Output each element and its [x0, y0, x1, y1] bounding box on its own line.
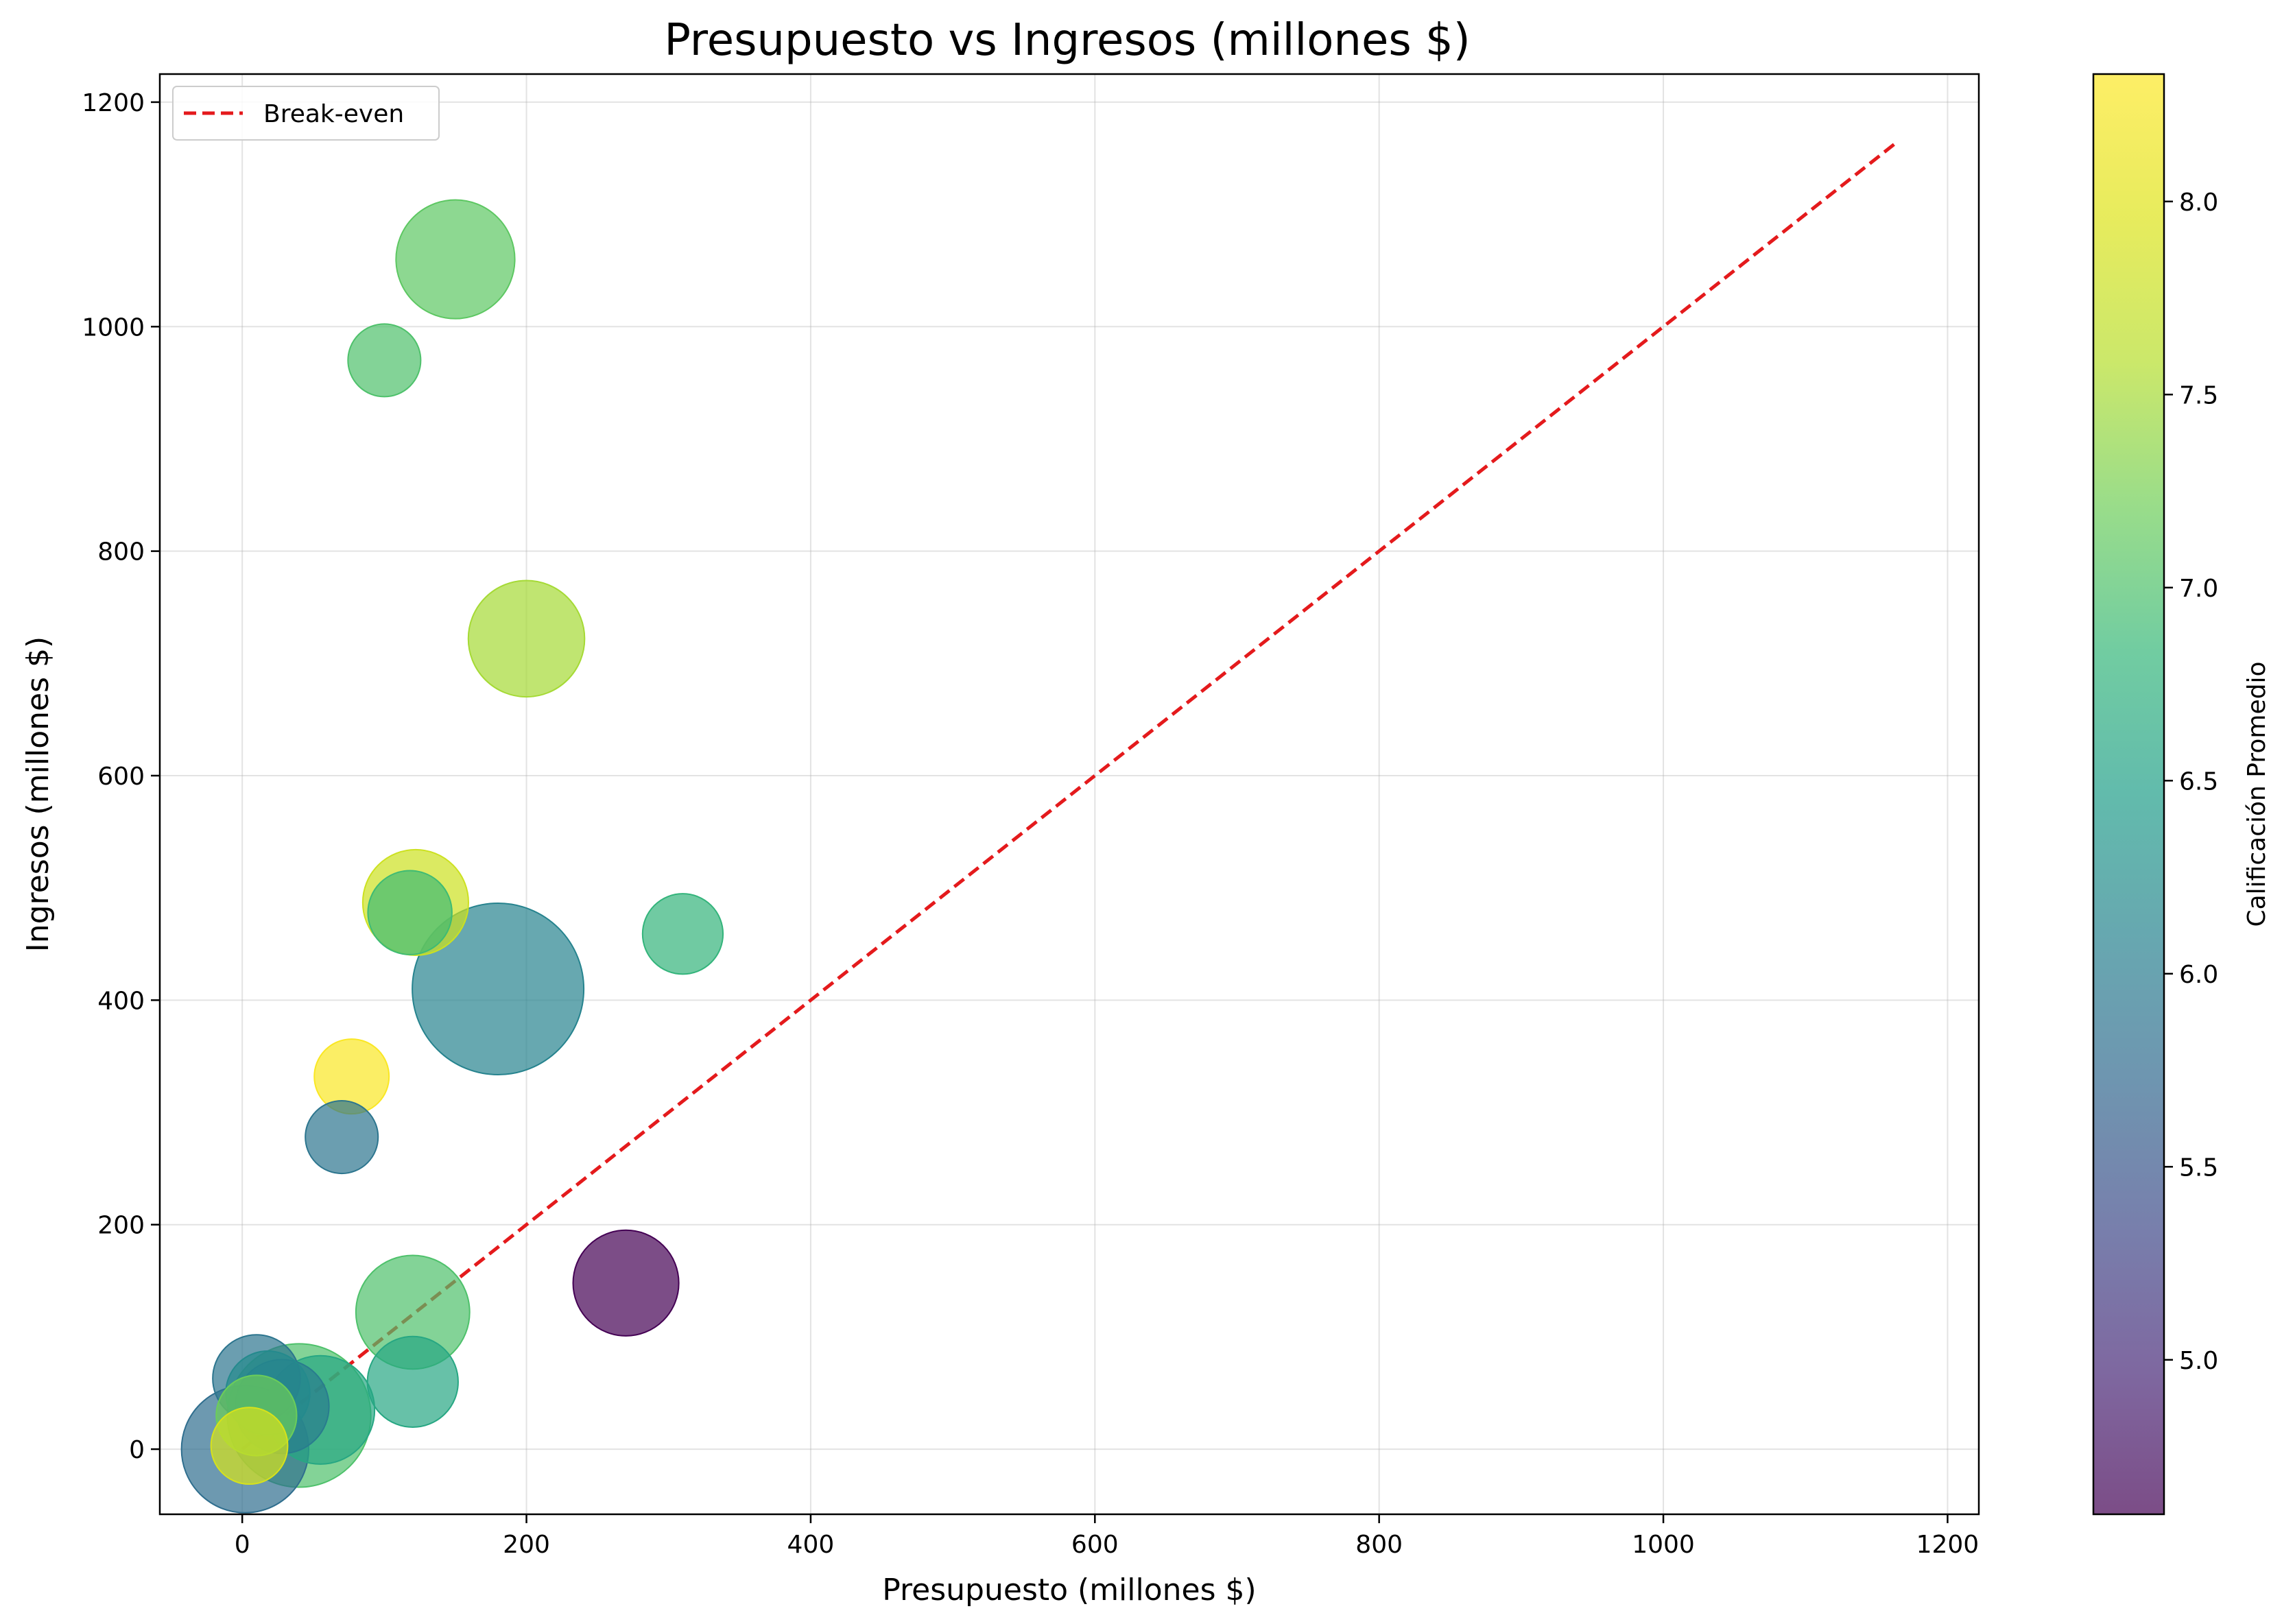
y-axis-label: Ingresos (millones $): [21, 636, 56, 952]
bubble: [572, 1229, 680, 1337]
colorbar: 5.0 5.5 6.0 6.5 7.0 7.5 8.0 Calificación Prome…: [2092, 73, 2271, 1516]
colorbar-tick-label: 7.5: [2179, 381, 2218, 409]
break-even-line: [241, 140, 1899, 1451]
legend-label-break-even: Break-even: [263, 100, 404, 128]
bubbles: [180, 199, 724, 1514]
colorbar-frame: [2092, 73, 2165, 1516]
bubble: [467, 580, 586, 698]
x-axis-label: Presupuesto (millones $): [882, 1573, 1256, 1608]
colorbar-tick-label: 5.5: [2179, 1154, 2218, 1182]
colorbar-tick-label: 7.0: [2179, 575, 2218, 603]
bubble: [412, 902, 585, 1075]
bubble: [305, 1100, 379, 1175]
y-tick-label: 200: [97, 1212, 145, 1240]
y-axis-ticks: 0 200 400 600 800 1000 1200: [82, 89, 160, 1464]
bubble: [367, 870, 453, 955]
y-tick-label: 1000: [82, 313, 145, 342]
x-tick-label: 1000: [1632, 1531, 1695, 1559]
x-axis-ticks: 0 200 400 600 800 1000 1200: [235, 1514, 1980, 1559]
colorbar-label: Calificación Promedio: [2243, 661, 2271, 927]
grid: [160, 74, 1979, 1514]
colorbar-tick-label: 6.5: [2179, 767, 2218, 796]
bubble: [395, 199, 516, 320]
y-tick-label: 800: [97, 538, 145, 566]
x-tick-label: 200: [503, 1531, 550, 1559]
bubble: [210, 1407, 289, 1485]
colorbar-tick-label: 5.0: [2179, 1347, 2218, 1375]
colorbar-tick-label: 6.0: [2179, 961, 2218, 989]
bubble: [366, 1335, 459, 1429]
colorbar-gradient: [2093, 74, 2164, 1514]
x-tick-label: 400: [787, 1531, 835, 1559]
chart-title: Presupuesto vs Ingresos (millones $): [664, 15, 1470, 66]
colorbar-tick-label: 8.0: [2179, 189, 2218, 217]
bubble: [641, 893, 724, 975]
plot-frame: [158, 73, 1980, 1516]
x-tick-label: 0: [235, 1531, 250, 1559]
x-tick-label: 600: [1071, 1531, 1119, 1559]
y-tick-label: 600: [97, 763, 145, 791]
y-tick-label: 0: [129, 1436, 145, 1464]
plot-area: 0 200 400 600 800 1000 1200 0 200 400 600 800 1000 1…: [82, 73, 1980, 1559]
legend: Break-even: [172, 86, 440, 141]
x-tick-label: 1200: [1916, 1531, 1980, 1559]
colorbar-ticks: 5.0 5.5 6.0 6.5 7.0 7.5 8.0: [2164, 189, 2218, 1375]
bubble: [347, 323, 422, 398]
y-tick-label: 1200: [82, 89, 145, 117]
y-tick-label: 400: [97, 987, 145, 1015]
legend-box: [172, 86, 440, 141]
x-tick-label: 800: [1355, 1531, 1403, 1559]
